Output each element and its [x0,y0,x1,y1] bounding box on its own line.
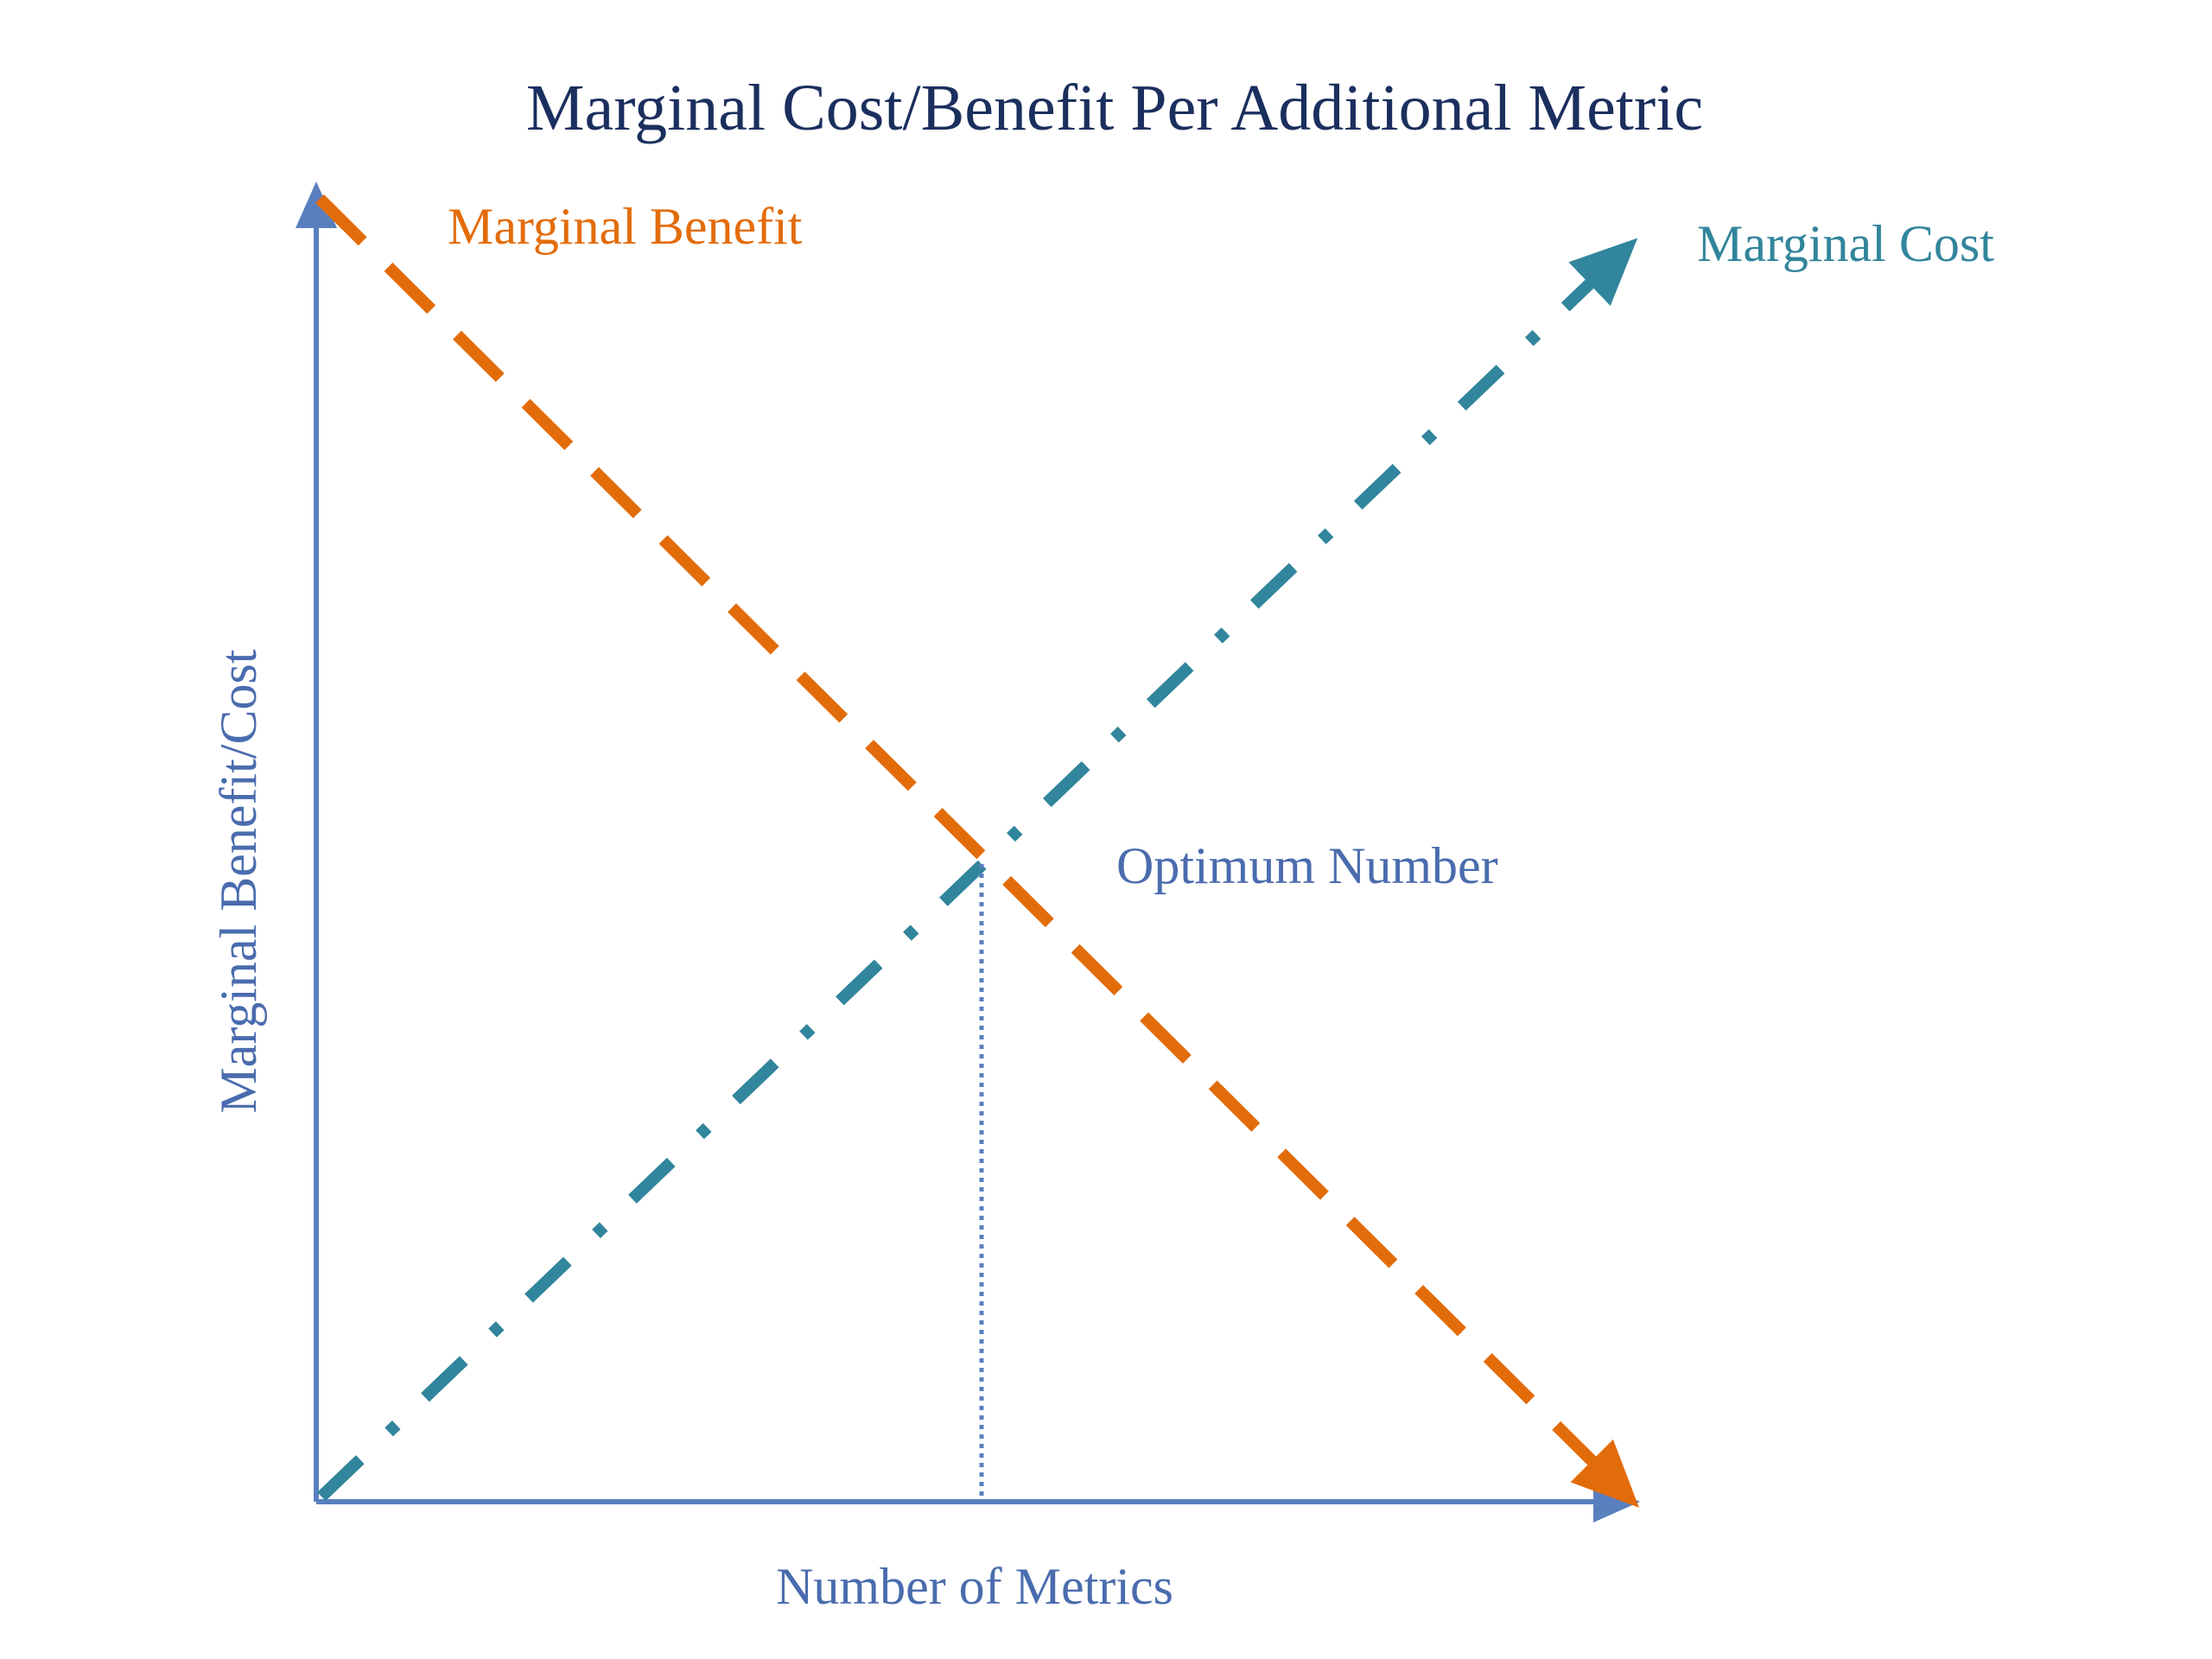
y-axis-label: Marginal Benefit/Cost [210,649,267,1113]
marginal-cost-line [317,238,1638,1502]
x-axis-label: Number of Metrics [776,1558,1173,1615]
marginal-cost-label: Marginal Cost [1697,215,1994,272]
optimum-number-label: Optimum Number [1116,837,1498,894]
marginal-benefit-label: Marginal Benefit [448,198,803,255]
chart-title: Marginal Cost/Benefit Per Additional Met… [526,72,1703,144]
marginal-benefit-line [315,194,1639,1508]
